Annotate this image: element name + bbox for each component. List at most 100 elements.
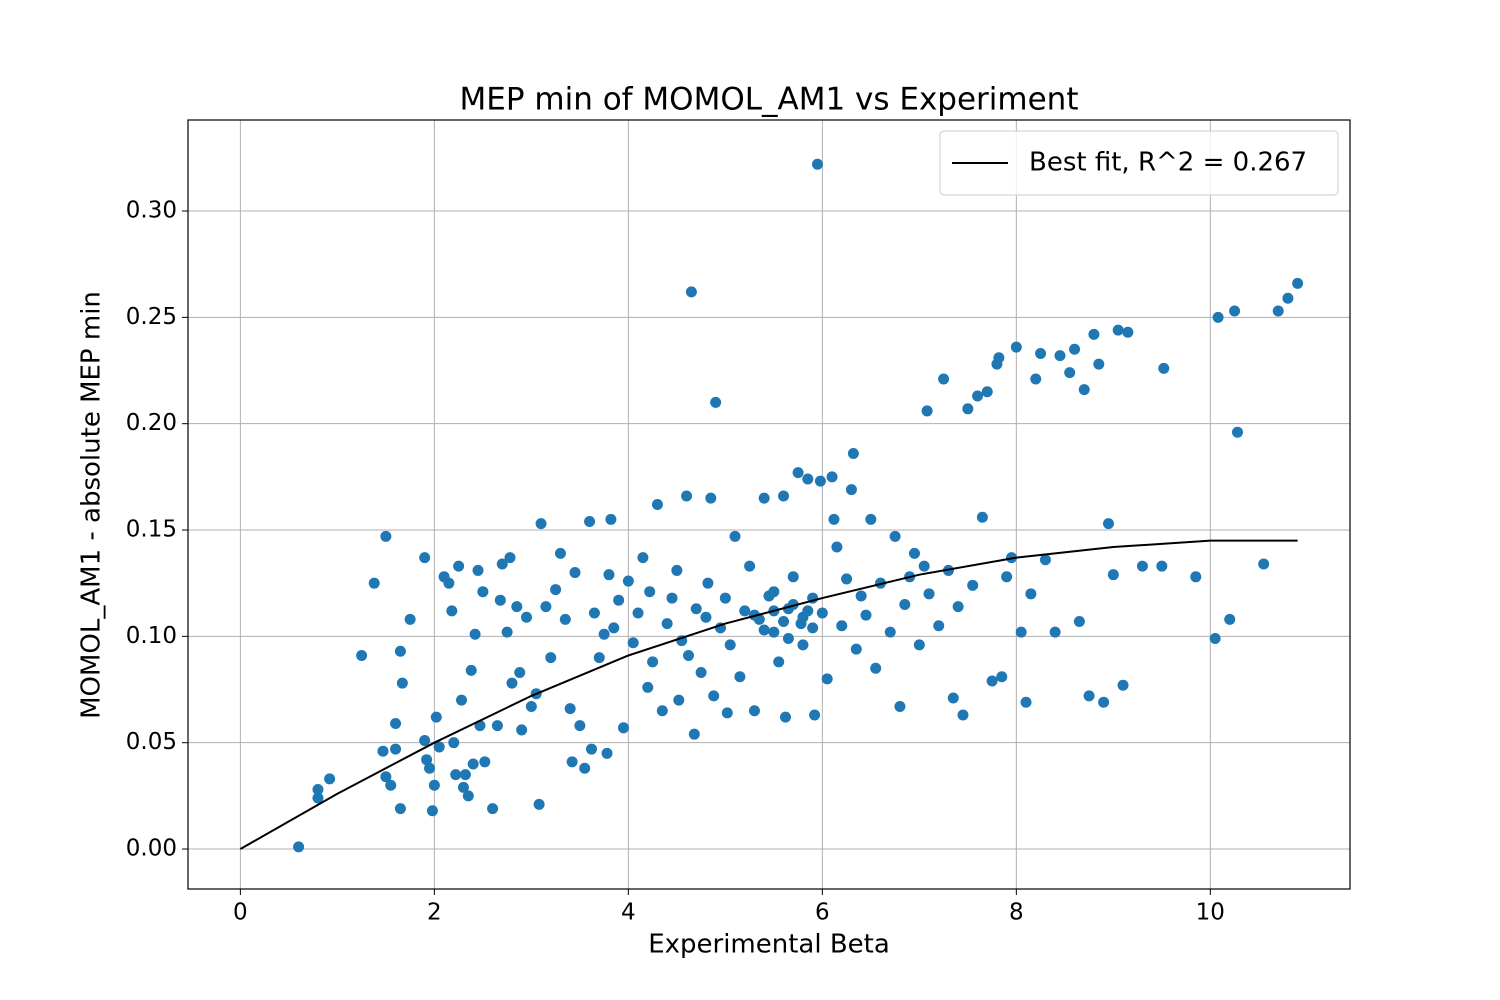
point [598,628,610,640]
point [1064,367,1076,379]
point [1229,305,1241,317]
y-tick-label: 0.30 [126,198,177,224]
point [836,620,848,632]
point [459,769,471,781]
point [385,779,397,791]
point [1112,324,1124,336]
point [671,564,683,576]
y-tick-label: 0.05 [126,729,177,755]
point [1282,292,1294,304]
point [647,656,659,668]
point [622,575,634,587]
point [324,773,336,785]
point [1158,362,1170,374]
point [700,611,712,623]
point [734,671,746,683]
point [816,607,828,619]
point [1035,348,1047,360]
x-tick-label: 8 [1009,900,1024,926]
point [618,722,630,734]
point [729,530,741,542]
point [608,622,620,634]
point [477,586,489,598]
x-tick-label: 4 [621,900,636,926]
point [494,594,506,606]
point [1020,696,1032,708]
point [850,643,862,655]
point [421,754,433,766]
point [1190,571,1202,583]
point [588,607,600,619]
point [1212,311,1224,323]
point [811,158,823,170]
point [601,747,613,759]
point [908,547,920,559]
point [923,588,935,600]
point [1069,343,1081,355]
point [1098,696,1110,708]
point [559,613,571,625]
point [433,741,445,753]
point [1001,571,1013,583]
point [1292,277,1304,289]
point [1224,613,1236,625]
point [651,499,663,510]
point [1073,615,1085,627]
point [976,511,988,523]
point [702,577,714,589]
point [627,637,639,649]
point [972,390,984,402]
point [821,673,833,685]
point [390,743,402,755]
point [661,618,673,630]
point [566,756,578,768]
point [469,628,481,640]
point [453,560,465,572]
point [312,783,324,795]
point [443,577,455,589]
point [380,530,392,542]
point [1088,328,1100,340]
point [1083,690,1095,702]
point [831,541,843,553]
point [841,573,853,585]
point [642,681,654,693]
point [1231,426,1243,438]
point [847,447,859,459]
x-tick-label: 6 [815,900,830,926]
point [569,567,581,579]
point [981,386,993,398]
point [802,605,814,617]
point [758,624,770,636]
point [705,492,717,504]
point [390,718,402,730]
point [377,745,389,757]
x-tick-label: 10 [1196,900,1225,926]
point [1258,558,1270,570]
point [394,645,406,657]
point [947,692,959,704]
point [491,720,503,732]
point [884,626,896,638]
point [394,803,406,815]
point [574,720,586,732]
point [1049,626,1061,638]
point [889,530,901,542]
point [426,805,438,817]
point [782,632,794,644]
fit-line [239,539,1298,850]
point [708,690,720,702]
point [1209,632,1221,644]
point [404,613,416,625]
point [855,590,867,602]
point [356,649,368,661]
point [814,475,826,487]
chart-title: MEP min of MOMOL_AM1 vs Experiment [460,82,1079,118]
point [368,577,380,589]
point [938,373,950,385]
point [564,703,576,715]
y-axis-label: MOMOL_AM1 - absolute MEP min [77,291,107,719]
point [933,620,945,632]
point [797,639,809,651]
point [424,762,436,774]
